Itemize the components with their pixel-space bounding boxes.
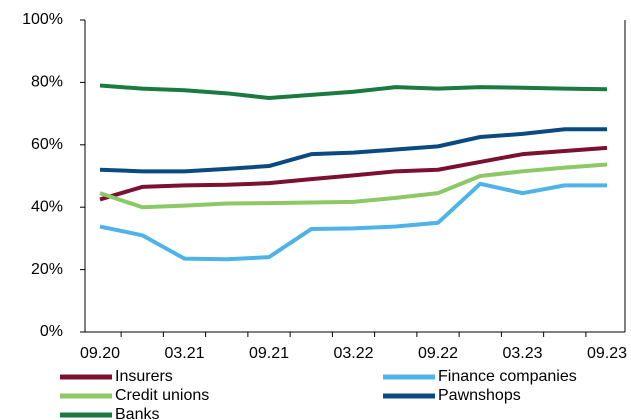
x-tick-label: 03.21 xyxy=(164,345,204,362)
y-tick-label: 80% xyxy=(31,74,63,91)
y-tick-label: 20% xyxy=(31,261,63,278)
y-tick-label: 0% xyxy=(40,323,63,340)
legend-label: Insurers xyxy=(115,368,173,385)
series-line xyxy=(99,162,608,210)
series-line xyxy=(99,83,608,100)
y-tick-label: 40% xyxy=(31,198,63,215)
series-line xyxy=(99,145,608,202)
legend-label: Banks xyxy=(115,406,159,420)
legend-label: Credit unions xyxy=(115,387,209,404)
y-tick-label: 100% xyxy=(22,11,63,28)
x-tick-label: 09.22 xyxy=(418,345,458,362)
series-line xyxy=(99,181,607,262)
legend-label: Pawnshops xyxy=(438,387,521,404)
legend-label: Finance companies xyxy=(438,368,577,385)
x-tick-label: 03.23 xyxy=(502,345,542,362)
x-tick-label: 09.20 xyxy=(80,345,120,362)
x-tick-label: 09.23 xyxy=(587,345,627,362)
x-tick-label: 03.22 xyxy=(333,345,373,362)
y-tick-label: 60% xyxy=(31,136,63,153)
series-line xyxy=(99,127,607,174)
x-tick-label: 09.21 xyxy=(249,345,289,362)
